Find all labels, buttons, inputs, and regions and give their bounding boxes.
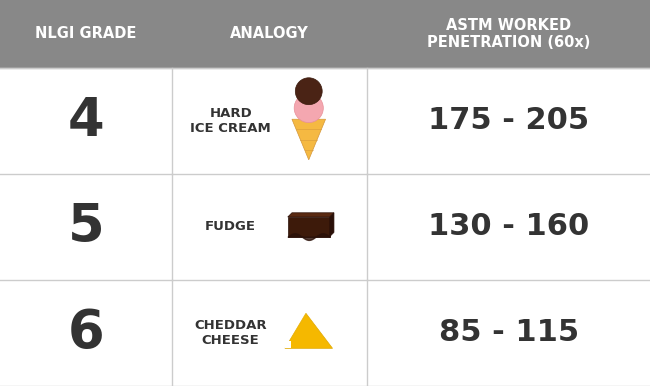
Bar	[288, 217, 330, 237]
Text: 6: 6	[68, 307, 105, 359]
Bar	[0, 0, 650, 68]
Text: NLGI GRADE: NLGI GRADE	[36, 26, 136, 41]
Bar	[0, 174, 650, 280]
Text: FUDGE: FUDGE	[205, 220, 256, 233]
Circle shape	[294, 93, 323, 123]
Text: ASTM WORKED
PENETRATION (60x): ASTM WORKED PENETRATION (60x)	[427, 18, 590, 50]
Polygon shape	[292, 119, 326, 160]
Polygon shape	[285, 313, 306, 348]
Text: ANALOGY: ANALOGY	[230, 26, 309, 41]
Polygon shape	[288, 213, 334, 217]
Bar	[0, 68, 650, 174]
Polygon shape	[285, 313, 333, 348]
Text: 5: 5	[68, 201, 105, 253]
Text: 4: 4	[68, 95, 105, 147]
Circle shape	[295, 78, 322, 105]
Text: HARD
ICE CREAM: HARD ICE CREAM	[190, 107, 271, 135]
Polygon shape	[285, 341, 291, 348]
Text: 85 - 115: 85 - 115	[439, 318, 578, 347]
Bar	[0, 280, 650, 386]
Text: CHEDDAR
CHEESE: CHEDDAR CHEESE	[194, 319, 267, 347]
Polygon shape	[330, 213, 334, 237]
Text: 175 - 205: 175 - 205	[428, 106, 589, 135]
Text: 130 - 160: 130 - 160	[428, 212, 590, 241]
